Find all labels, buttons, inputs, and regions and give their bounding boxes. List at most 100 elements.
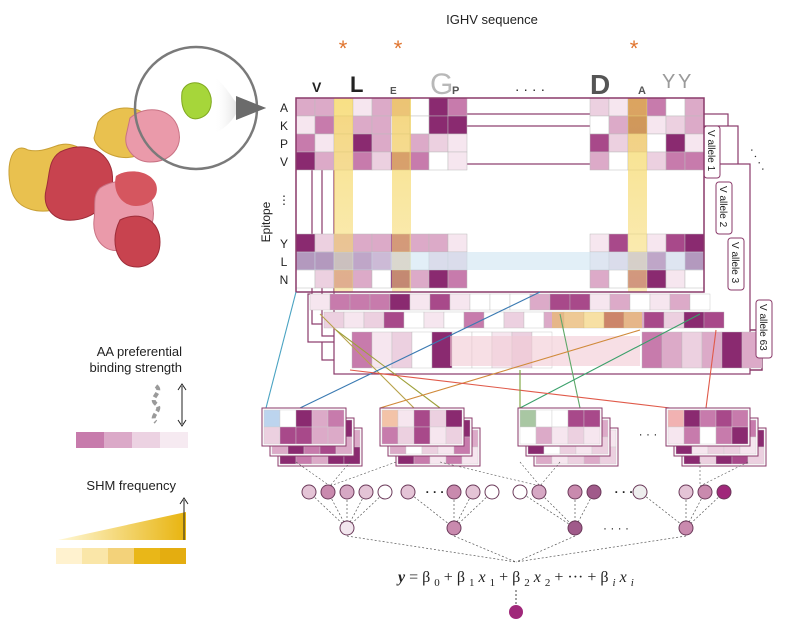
allele-3-strip-cell — [503, 311, 525, 329]
heat-cell — [684, 151, 705, 171]
allele-3-strip-cell — [643, 311, 665, 329]
heat-cell — [371, 115, 392, 135]
allele-3-strip-cell — [683, 311, 705, 329]
hidden-node — [678, 484, 694, 500]
mini-heat-cell — [295, 426, 313, 445]
mini-heatmap — [261, 407, 347, 447]
heat-cell — [352, 151, 373, 171]
residue-label-a: A — [280, 101, 288, 115]
heat-cell — [428, 115, 449, 135]
allele-2-strip-cell — [409, 293, 431, 311]
edge — [439, 461, 541, 487]
allele-2-strip-cell — [429, 293, 451, 311]
allele-2-strip-cell — [669, 293, 691, 311]
allele-63-strip-cell — [431, 331, 453, 369]
allele-tab-63: V allele 63 — [757, 304, 768, 351]
svg-text:G: G — [430, 68, 453, 101]
edge — [639, 491, 687, 529]
heat-cell — [589, 233, 610, 253]
mini-heat-cell — [683, 426, 701, 445]
heat-cell — [646, 133, 667, 153]
heat-cell — [684, 133, 705, 153]
heat-cell — [589, 151, 610, 171]
allele-2-strip-cell — [629, 293, 651, 311]
mini-heat-cell — [429, 426, 447, 445]
heat-cell — [608, 269, 629, 289]
heat-cell — [409, 151, 430, 171]
mini-heat-cell — [731, 409, 749, 428]
hidden-node — [320, 484, 336, 500]
svg-text:D: D — [590, 69, 610, 100]
edge — [453, 491, 493, 529]
allele-2-strip-cell — [649, 293, 671, 311]
mini-heat-cell — [519, 409, 537, 428]
output-node — [509, 605, 523, 619]
allele-2-strip-cell — [689, 293, 711, 311]
allele-tabs: V allele 1 V allele 2 V allele 3 V allel… — [703, 125, 773, 359]
heat-cell — [608, 115, 629, 135]
heat-cell — [428, 269, 449, 289]
mini-heat-cell — [413, 409, 431, 428]
allele-3-strip-cell — [703, 311, 725, 329]
allele-2-strip-cell — [589, 293, 611, 311]
allele-63-strip-cell — [371, 331, 393, 369]
connection-lines — [265, 291, 717, 409]
hidden-node — [377, 484, 393, 500]
hidden-node — [697, 484, 713, 500]
eq-beta2: β — [512, 569, 520, 586]
heat-cell — [608, 97, 629, 117]
heat-cell — [314, 97, 335, 117]
aa-legend-title-line1: AA preferential — [97, 344, 182, 359]
heat-cell — [352, 233, 373, 253]
residue-label-k: K — [280, 119, 288, 133]
edge — [295, 461, 331, 487]
allele-2-strip-cell — [529, 293, 551, 311]
edge — [519, 491, 576, 529]
heat-cell — [428, 233, 449, 253]
allele-2-strip-cell — [469, 293, 491, 311]
allele-3-strip-cell — [403, 311, 425, 329]
hidden-node — [446, 484, 462, 500]
hidden-node — [716, 484, 732, 500]
hidden-node — [400, 484, 416, 500]
eq-equals: = — [409, 569, 422, 586]
heat-cell — [371, 269, 392, 289]
heat-cell — [352, 269, 373, 289]
asterisk-2: * — [394, 36, 403, 61]
allele-3-strip-cell — [443, 311, 465, 329]
svg-text:Y: Y — [678, 71, 691, 93]
layer2-node — [446, 520, 462, 536]
shm-highlight-column — [334, 98, 353, 292]
edge — [515, 535, 576, 563]
svg-text:A: A — [638, 85, 646, 97]
mini-heat-cell — [551, 409, 569, 428]
heat-cell — [447, 151, 468, 171]
mini-heat-cell — [327, 409, 345, 428]
mini-heat-cell — [397, 426, 415, 445]
residue-label-y: Y — [280, 237, 288, 251]
heat-cell — [589, 97, 610, 117]
heat-cell — [295, 133, 316, 153]
mini-heat-cell — [429, 409, 447, 428]
residue-label-l: L — [281, 255, 288, 269]
eq-beta1: β — [457, 569, 465, 586]
edge — [346, 535, 517, 563]
heat-cell — [428, 151, 449, 171]
binding-highlight-row — [296, 252, 704, 270]
mini-heat-cell — [263, 426, 281, 445]
mini-heatmap — [379, 407, 465, 447]
edge — [453, 535, 517, 563]
allele-2-strip-cell — [329, 293, 351, 311]
allele-2-strip-cell — [309, 293, 331, 311]
allele-3-strip-cell — [423, 311, 445, 329]
eq-beta1-sub: 1 — [469, 577, 475, 589]
shm-color-scale — [56, 548, 186, 564]
mini-heat-cell — [551, 426, 569, 445]
allele-3-strip-cell — [383, 311, 405, 329]
heat-cell — [665, 115, 686, 135]
heat-cell — [646, 269, 667, 289]
allele-3-strip-cell — [343, 311, 365, 329]
network-edges — [295, 461, 749, 563]
mini-heat-cell — [583, 409, 601, 428]
heat-cell — [684, 97, 705, 117]
